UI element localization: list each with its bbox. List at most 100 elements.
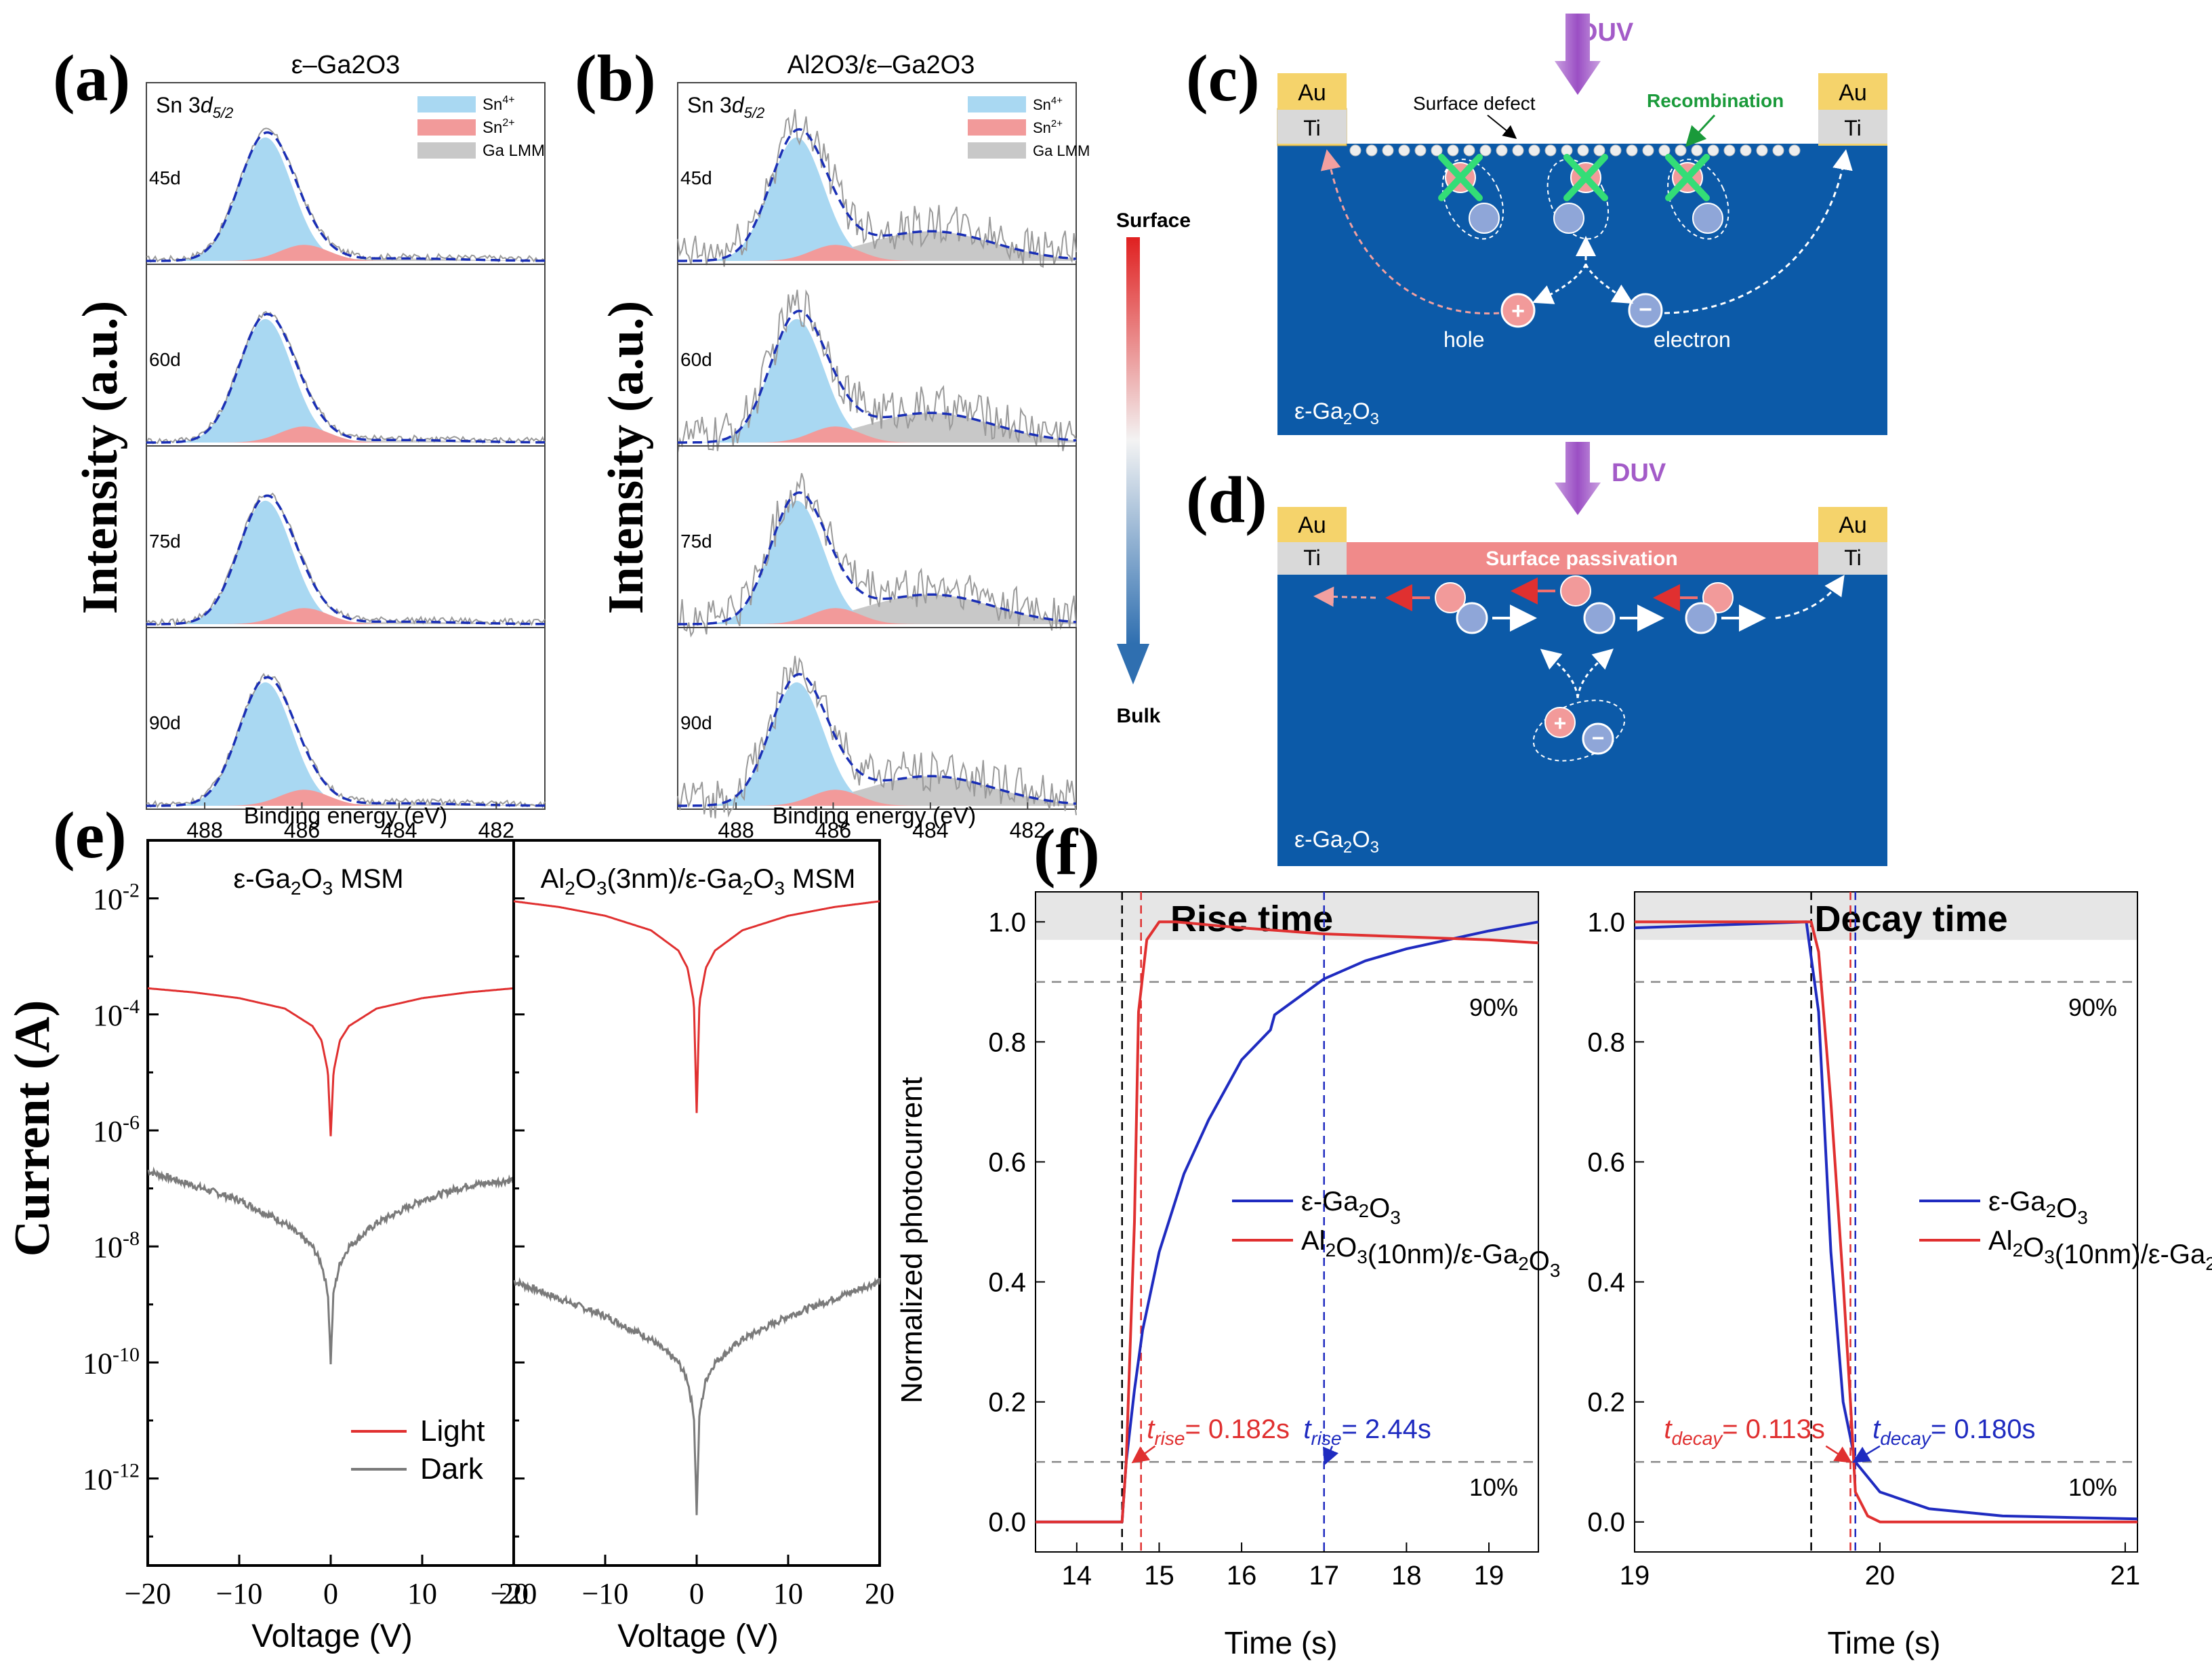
gradient-arrowhead (1117, 644, 1149, 684)
xps-sn4-component (678, 500, 1076, 624)
f-ytick-label: 0.2 (1587, 1388, 1625, 1418)
f-ylabel: Normalized photocurrent (895, 1077, 928, 1404)
d-ti-left (1277, 542, 1347, 575)
iv-xtick-label: 10 (407, 1577, 437, 1610)
gradient-bulk-label: Bulk (1116, 705, 1160, 727)
f-ref-label: 90% (2068, 994, 2117, 1021)
c-surface-defect-dot (1577, 144, 1589, 157)
xps-sn2-component (146, 245, 545, 261)
f-annotation-arrow (1852, 1445, 1881, 1463)
panel-label-e: (e) (53, 799, 127, 872)
c-recombination-cross (1438, 154, 1483, 201)
d-electron-particle (1456, 602, 1488, 634)
xps-legend-swatch (417, 119, 476, 136)
panel-label-d: (d) (1186, 464, 1267, 537)
xps-xtick-label: 482 (1010, 818, 1046, 842)
c-recombination-ellipse (1667, 159, 1729, 240)
xps-depth-label: 75d (680, 531, 712, 552)
c-surface-defect-dot (1642, 144, 1654, 157)
panel-label-f: (f) (1033, 816, 1100, 889)
iv-xtick-label: 0 (323, 1577, 338, 1610)
xps-b-xlabel: Binding energy (eV) (773, 803, 977, 829)
f-xtick-label: 16 (1227, 1561, 1257, 1591)
d-pair-ellipse (1532, 699, 1626, 762)
c-surface-defect-dot (1691, 144, 1703, 157)
f-title: Decay time (1815, 899, 2008, 939)
c-electron-particle (1553, 203, 1584, 234)
xps-legend-label: Sn2+ (483, 117, 515, 137)
d-ti-right-label: Ti (1844, 546, 1861, 570)
xps-xtick-label: 482 (478, 818, 514, 842)
iv-legend-dark: Dark (420, 1452, 484, 1486)
xps-region-label: Sn 3d5/2 (687, 93, 764, 121)
f-ytick-label: 0.0 (988, 1508, 1026, 1538)
f-xtick-label: 15 (1144, 1561, 1174, 1591)
xps-raw-spectrum (146, 492, 546, 627)
iv-legend-light: Light (420, 1414, 485, 1448)
c-surface-defect-dot (1756, 144, 1768, 157)
c-surface-defect-dot (1593, 144, 1605, 157)
gradient-bar (1126, 237, 1140, 644)
c-au-right-text: Au (1839, 80, 1867, 106)
d-pair-electron (1582, 722, 1614, 755)
f-legend-label: Al2O3(10nm)/ε-Ga2O3 (1988, 1226, 2212, 1281)
d-pair-electron-sign: − (1592, 726, 1605, 750)
d-au-left-label: Au (1298, 512, 1326, 538)
f-annotation-arrow (1323, 1446, 1339, 1466)
c-surface-defect-dot (1788, 144, 1801, 157)
xps-sn4-component (678, 137, 1076, 261)
f-legend-label: ε-Ga2O3 (1301, 1187, 1401, 1228)
xps-xtick-label: 486 (815, 818, 851, 842)
depth-gradient-bar: Surface Bulk (1116, 209, 1191, 727)
xps-legend-label: Sn4+ (483, 94, 515, 114)
c-surface-defect-dot (1431, 144, 1443, 157)
f-annotation-arrow (1825, 1445, 1852, 1463)
xps-legend-swatch (417, 96, 476, 112)
d-hole-particle (1702, 582, 1734, 613)
c-surface-defect-dot (1740, 144, 1752, 157)
xps-panel-a: ε–Ga2O3 45d Sn 3d5/2 Sn4+ Sn2+ Ga LMM 60d 75d 9… (73, 51, 546, 842)
xps-depth-label: 75d (149, 531, 181, 552)
iv-xtick-label: 20 (865, 1577, 895, 1610)
xps-raw-spectrum (677, 109, 1077, 268)
xps-depth-label: 45d (149, 167, 181, 188)
c-surface-defect-dot (1723, 144, 1736, 157)
d-ti-left-label: Ti (1303, 546, 1320, 570)
f-xtick-label: 17 (1309, 1561, 1339, 1591)
f-left-xlabel: Time (s) (1225, 1625, 1338, 1660)
xps-legend-label: Ga LMM (483, 142, 545, 160)
xps-xtick-label: 486 (284, 818, 320, 842)
c-surface-defect-dot (1414, 144, 1427, 157)
xps-raw-spectrum (146, 672, 546, 809)
f-xtick-label: 19 (1474, 1561, 1504, 1591)
f-ytick-label: 0.4 (1587, 1268, 1625, 1298)
xps-depth-label: 60d (680, 349, 712, 370)
c-electron-sign: − (1639, 297, 1652, 323)
xps-box (677, 627, 1077, 810)
xps-legend-label: Ga LMM (1033, 142, 1090, 159)
xps-sn4-component (678, 682, 1076, 806)
d-hole-particle (1435, 582, 1466, 613)
f-ytick-label: 0.6 (1587, 1147, 1625, 1177)
xps-fit-envelope (678, 491, 1077, 626)
iv-ytick-label: 10-12 (83, 1460, 140, 1496)
c-recombination-label: Recombination (1647, 90, 1784, 111)
c-electron-path (1664, 149, 1853, 314)
c-carriers: + − (1320, 149, 1853, 328)
xps-legend-swatch (968, 119, 1026, 136)
iv-series-light (513, 900, 880, 1113)
xps-sn4-component (146, 319, 545, 443)
xps-b-ylabel: Intensity (a.u.) (598, 301, 654, 615)
c-surface-defect-label: Surface defect (1413, 93, 1536, 114)
c-surface-defect-dot (1382, 144, 1394, 157)
c-surface-defect-dot (1366, 144, 1378, 157)
f-ref-label: 90% (1469, 994, 1518, 1021)
d-pair-hole-sign: + (1554, 711, 1567, 735)
iv-series-dark (147, 1166, 515, 1365)
xps-legend-label: Sn4+ (1033, 95, 1063, 113)
f-xtick-label: 18 (1391, 1561, 1422, 1591)
c-electron-particle (1469, 203, 1500, 234)
c-au-left-text: Au (1298, 80, 1326, 106)
xps-box (146, 627, 546, 810)
d-electron-particle (1685, 602, 1717, 634)
